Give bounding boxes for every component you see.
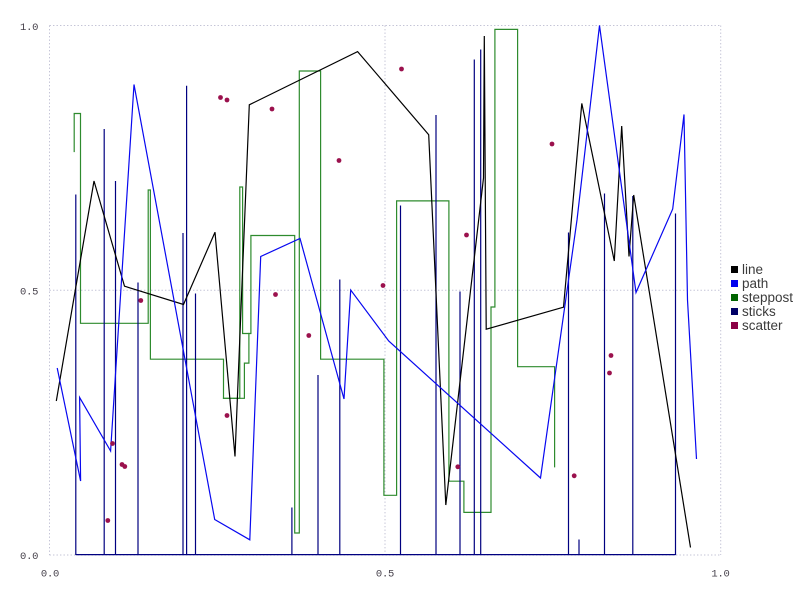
svg-text:sticks: sticks bbox=[742, 304, 776, 319]
svg-text:0.5: 0.5 bbox=[20, 286, 38, 298]
svg-text:1.0: 1.0 bbox=[20, 22, 38, 34]
svg-text:0.0: 0.0 bbox=[41, 569, 59, 581]
svg-text:steppost: steppost bbox=[742, 290, 793, 305]
svg-text:path: path bbox=[742, 276, 768, 291]
svg-text:scatter: scatter bbox=[742, 318, 783, 333]
svg-text:0.0: 0.0 bbox=[20, 551, 38, 563]
svg-text:0.5: 0.5 bbox=[376, 569, 394, 581]
svg-text:1.0: 1.0 bbox=[711, 569, 729, 581]
svg-text:line: line bbox=[742, 262, 763, 277]
